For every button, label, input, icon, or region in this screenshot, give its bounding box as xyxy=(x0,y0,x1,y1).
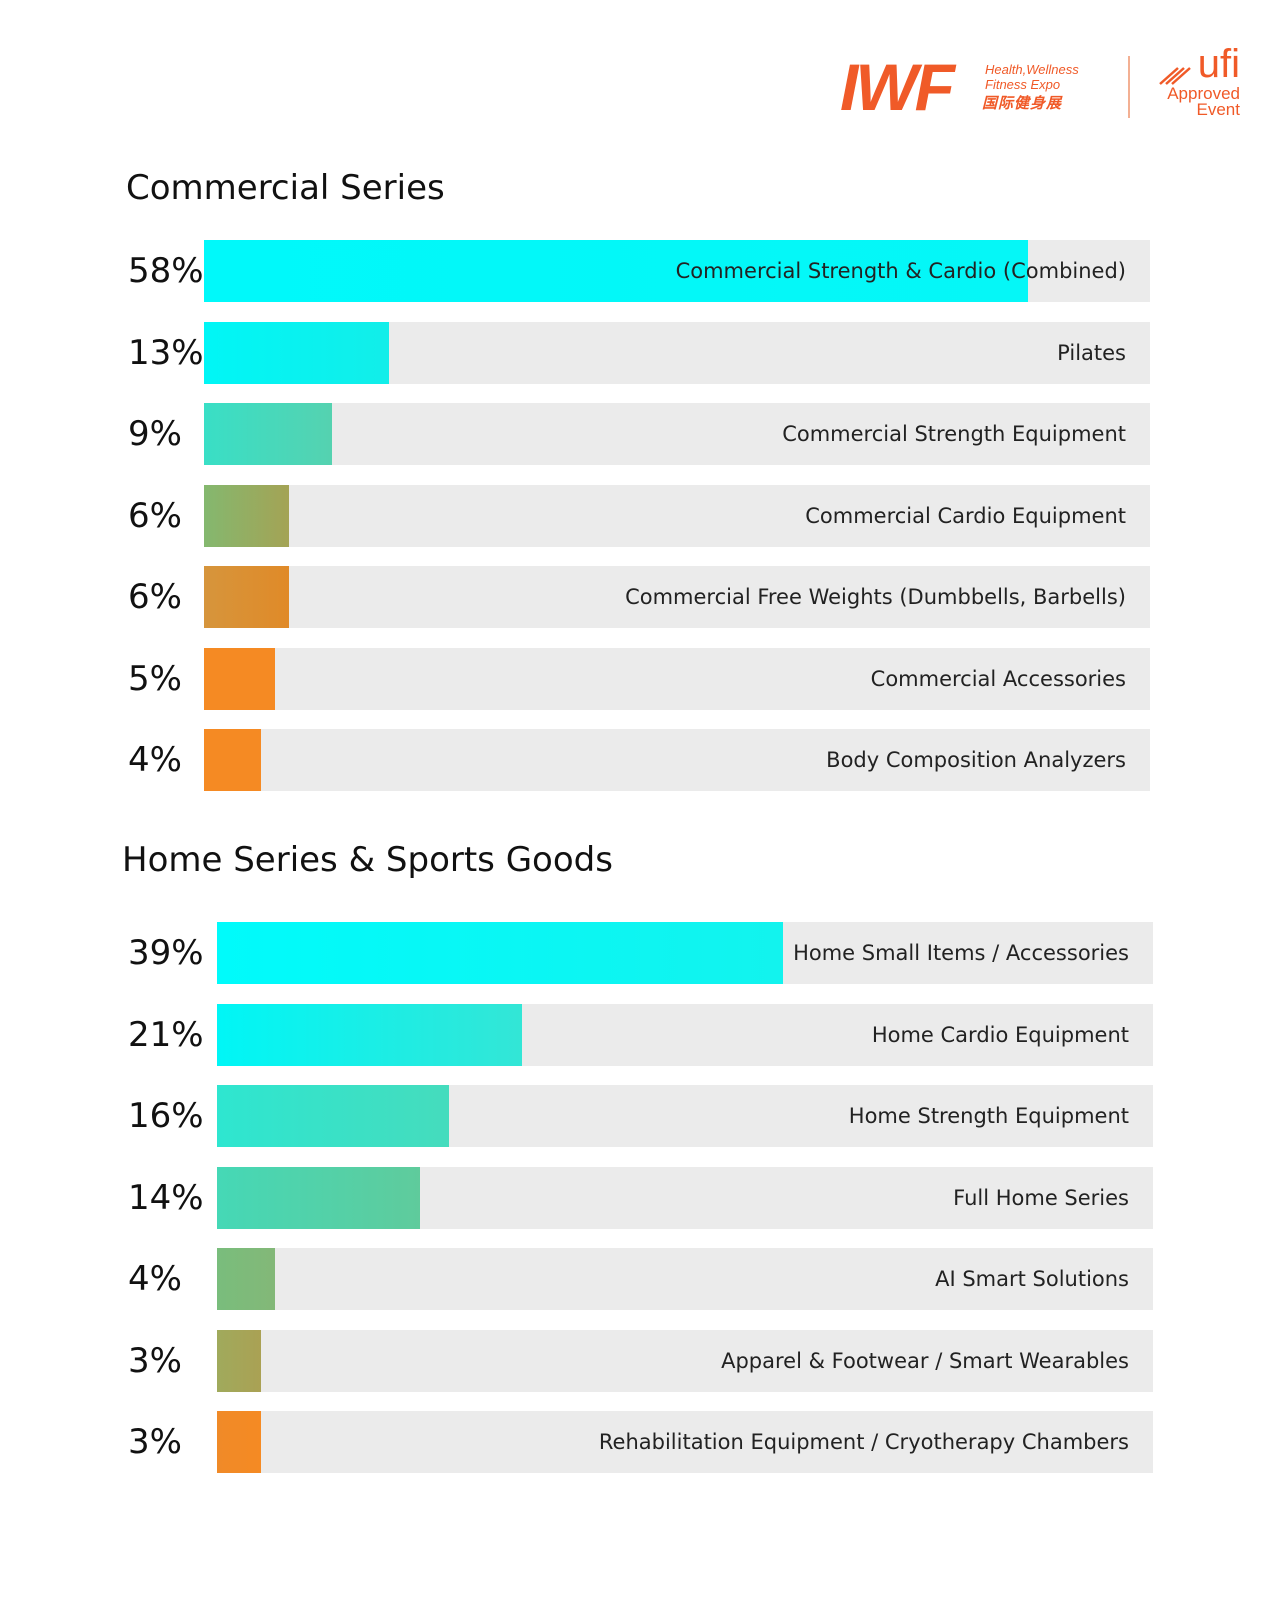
bar xyxy=(217,1329,261,1392)
iwf-tagline-line-1: Health,Wellness xyxy=(985,62,1079,77)
bar-value-label: 4% xyxy=(128,1259,182,1299)
iwf-tagline: Health,Wellness Fitness Expo xyxy=(985,62,1079,92)
category-label: Rehabilitation Equipment / Cryotherapy C… xyxy=(598,1430,1129,1454)
bar-track: Commercial Strength Equipment xyxy=(204,403,1150,465)
ufi-subtitle: Approved Event xyxy=(1167,84,1240,119)
bar-row: 16% Home Strength Equipment xyxy=(0,1085,1280,1147)
bar-track: Body Composition Analyzers xyxy=(204,729,1150,791)
iwf-logo: IWF Health,Wellness Fitness Expo 国际健身展 u… xyxy=(840,42,1240,130)
home-series-title: Home Series & Sports Goods xyxy=(122,840,613,880)
bar xyxy=(217,1003,522,1066)
bar-track: Home Cardio Equipment xyxy=(217,1003,1153,1066)
bar xyxy=(204,403,332,465)
logo-divider xyxy=(1128,56,1130,118)
bar-row: 39% Home Small Items / Accessories xyxy=(0,922,1280,984)
bar-row: 4% Body Composition Analyzers xyxy=(0,729,1280,791)
bar-track: Rehabilitation Equipment / Cryotherapy C… xyxy=(217,1411,1153,1473)
category-label: Home Strength Equipment xyxy=(848,1104,1129,1128)
bar-row: 5% Commercial Accessories xyxy=(0,647,1280,710)
bar-track: Commercial Cardio Equipment xyxy=(204,484,1150,547)
bar-track: Home Small Items / Accessories xyxy=(217,922,1153,984)
bar-value-label: 9% xyxy=(128,414,182,454)
bar-track: AI Smart Solutions xyxy=(217,1248,1153,1310)
bar-value-label: 6% xyxy=(128,577,182,617)
bar-value-label: 5% xyxy=(128,658,182,699)
bar-value-label: 58% xyxy=(128,251,204,291)
category-label: Pilates xyxy=(1057,340,1126,365)
commercial-series-title: Commercial Series xyxy=(126,168,445,208)
bar-row: 6% Commercial Free Weights (Dumbbells, Ba… xyxy=(0,566,1280,628)
iwf-tagline-line-2: Fitness Expo xyxy=(985,77,1061,92)
bar-value-label: 21% xyxy=(128,1014,204,1055)
bar xyxy=(204,240,1028,302)
bar-row: 3% Rehabilitation Equipment / Cryotherapy… xyxy=(0,1411,1280,1473)
bar-value-label: 13% xyxy=(128,332,204,373)
category-label: Commercial Strength & Cardio (Combined) xyxy=(675,259,1126,283)
bar-track: Pilates xyxy=(204,321,1150,384)
bar xyxy=(204,647,275,710)
bar-row: 58% Commercial Strength & Cardio (Combine… xyxy=(0,240,1280,302)
bar xyxy=(217,1411,261,1473)
bar xyxy=(217,1248,275,1310)
bar-row: 21% Home Cardio Equipment xyxy=(0,1003,1280,1066)
bar-value-label: 3% xyxy=(128,1422,182,1462)
ufi-approved-logo: ufi Approved Event xyxy=(1158,42,1240,130)
bar-row: 4% AI Smart Solutions xyxy=(0,1248,1280,1310)
bar xyxy=(217,922,783,984)
iwf-brand-text: IWF xyxy=(840,50,955,124)
bar-value-label: 16% xyxy=(128,1096,204,1136)
category-label: Home Cardio Equipment xyxy=(871,1022,1129,1047)
ufi-subtitle-line-2: Event xyxy=(1196,100,1240,119)
bar-value-label: 3% xyxy=(128,1340,182,1381)
bar-value-label: 14% xyxy=(128,1177,204,1218)
category-label: Commercial Accessories xyxy=(870,666,1126,691)
bar xyxy=(204,321,389,384)
ufi-swoosh-icon xyxy=(1159,67,1191,85)
bar-track: Home Strength Equipment xyxy=(217,1085,1153,1147)
category-label: Commercial Cardio Equipment xyxy=(805,503,1126,528)
bar-row: 6% Commercial Cardio Equipment xyxy=(0,484,1280,547)
bar-row: 13% Pilates xyxy=(0,321,1280,384)
iwf-tagline-cn: 国际健身展 xyxy=(982,94,1063,112)
category-label: AI Smart Solutions xyxy=(935,1267,1129,1291)
bar xyxy=(204,729,261,791)
bar xyxy=(204,484,289,547)
bar-value-label: 39% xyxy=(128,933,204,973)
category-label: Commercial Free Weights (Dumbbells, Barb… xyxy=(625,585,1126,609)
category-label: Body Composition Analyzers xyxy=(826,748,1126,772)
bar-row: 14% Full Home Series xyxy=(0,1166,1280,1229)
category-label: Apparel & Footwear / Smart Wearables xyxy=(721,1348,1129,1373)
category-label: Home Small Items / Accessories xyxy=(793,941,1129,965)
bar xyxy=(204,566,289,628)
bar-track: Commercial Free Weights (Dumbbells, Barb… xyxy=(204,566,1150,628)
bar-value-label: 6% xyxy=(128,495,182,536)
bar-value-label: 4% xyxy=(128,740,182,780)
bar-track: Apparel & Footwear / Smart Wearables xyxy=(217,1329,1153,1392)
bar-row: 9% Commercial Strength Equipment xyxy=(0,403,1280,465)
bar-row: 3% Apparel & Footwear / Smart Wearables xyxy=(0,1329,1280,1392)
bar-track: Commercial Strength & Cardio (Combined) xyxy=(204,240,1150,302)
bar-track: Full Home Series xyxy=(217,1166,1153,1229)
category-label: Full Home Series xyxy=(953,1185,1129,1210)
bar-track: Commercial Accessories xyxy=(204,647,1150,710)
bar xyxy=(217,1085,449,1147)
bar xyxy=(217,1166,420,1229)
ufi-text: ufi xyxy=(1197,42,1240,86)
category-label: Commercial Strength Equipment xyxy=(782,422,1126,446)
ufi-subtitle-line-1: Approved xyxy=(1167,84,1240,103)
